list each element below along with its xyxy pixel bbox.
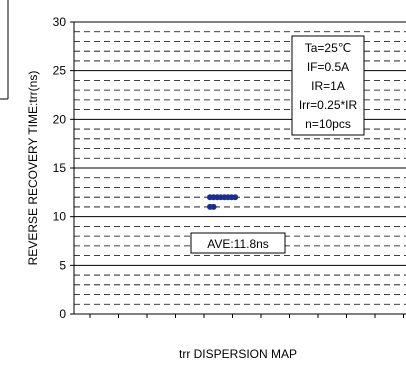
y-axis-title: REVERSE RECOVERY TIME:trr(ns): [26, 71, 40, 266]
condition-irr: Irr=0.25*IR: [299, 98, 358, 112]
average-box: AVE:11.8ns: [190, 232, 286, 254]
conditions-box: Ta=25℃ IF=0.5A IR=1A Irr=0.25*IR n=10pcs: [291, 35, 365, 136]
condition-n: n=10pcs: [305, 117, 351, 131]
y-tick-label: 25: [53, 64, 67, 78]
conditions-box-frame: [291, 35, 365, 136]
average-label: AVE:11.8ns: [207, 237, 269, 251]
y-tick-labels: 0 5 10 15 20 25 30: [53, 15, 404, 321]
y-tick-label: 20: [53, 112, 67, 126]
y-tick-label: 5: [59, 258, 66, 272]
y-tick-label: 30: [53, 15, 67, 29]
average-box-frame: [190, 232, 286, 254]
x-axis-title: trr DISPERSION MAP: [179, 347, 297, 361]
data-point: [232, 194, 239, 201]
y-tick-label: 10: [53, 210, 67, 224]
condition-if: IF=0.5A: [307, 60, 349, 74]
y-tick-label: 15: [53, 161, 67, 175]
data-points: [207, 194, 239, 210]
condition-ta: Ta=25℃: [305, 41, 352, 55]
data-point: [210, 203, 217, 210]
y-tick-label: 0: [59, 307, 66, 321]
condition-ir: IR=1A: [311, 79, 345, 93]
